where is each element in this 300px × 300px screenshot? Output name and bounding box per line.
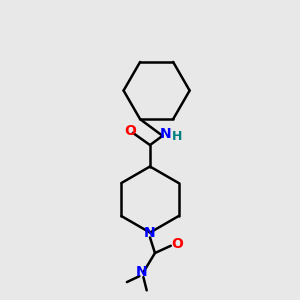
Text: O: O — [124, 124, 136, 138]
Text: O: O — [171, 237, 183, 251]
Text: N: N — [144, 226, 156, 240]
Text: N: N — [160, 127, 172, 141]
Text: H: H — [172, 130, 183, 143]
Text: N: N — [136, 265, 148, 279]
